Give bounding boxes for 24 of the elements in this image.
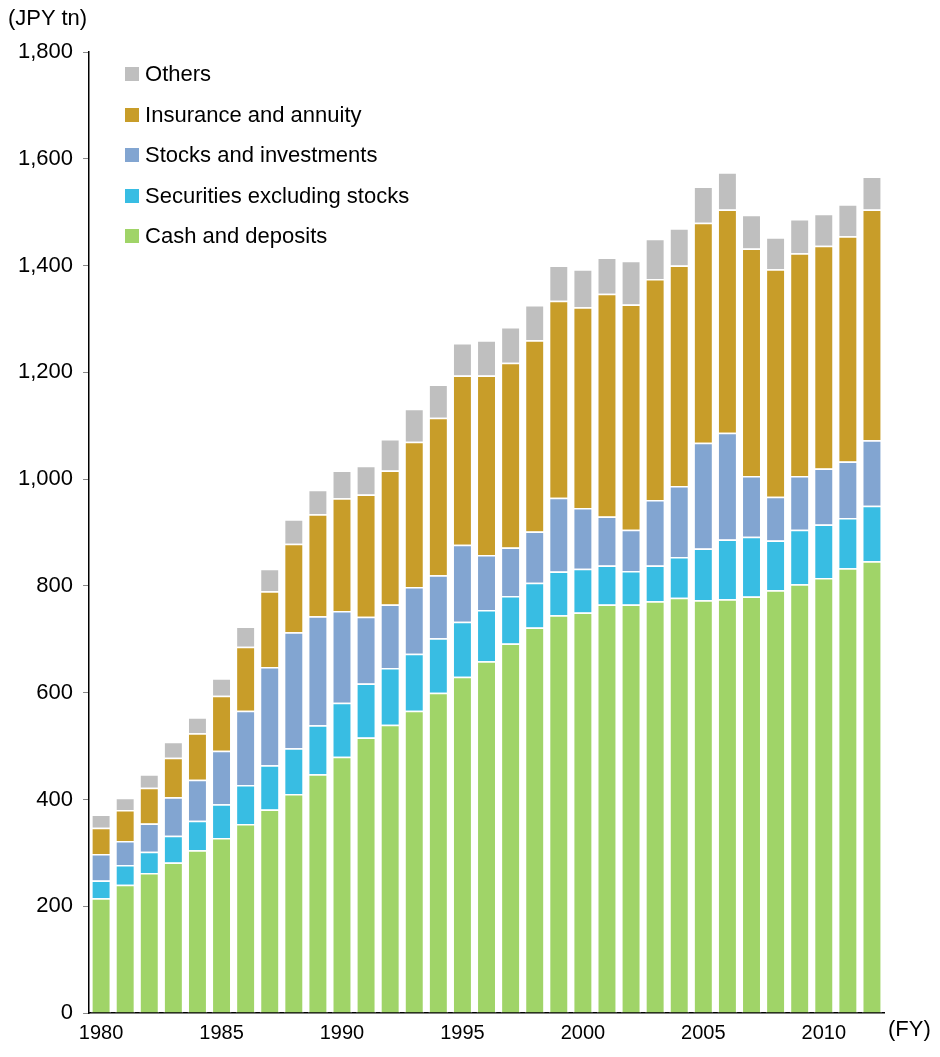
y-tick-label: 800 <box>36 571 74 597</box>
x-tick-label: 1995 <box>440 1020 485 1043</box>
y-tick-label: 1,400 <box>17 251 74 277</box>
x-axis-title: (FY) <box>888 1016 931 1042</box>
x-tick-label: 1990 <box>319 1020 365 1043</box>
legend-label: Securities excluding stocks <box>145 182 410 209</box>
y-tick-label: 400 <box>36 785 74 811</box>
x-tick-label: 1980 <box>78 1020 124 1043</box>
x-tick-label: 2010 <box>801 1020 847 1043</box>
y-tick-label: 1,800 <box>17 38 74 64</box>
legend-label: Cash and deposits <box>145 223 328 250</box>
y-tick-label: 1,600 <box>17 144 74 170</box>
x-tick-label: 2000 <box>560 1020 606 1043</box>
legend-label: Insurance and annuity <box>145 101 362 128</box>
y-axis-title: (JPY tn) <box>8 5 88 31</box>
legend-label: Others <box>145 61 212 88</box>
y-tick-label: 200 <box>36 892 74 918</box>
x-tick-label: 1985 <box>199 1020 244 1043</box>
y-tick-label: 1,000 <box>17 465 74 491</box>
y-tick-label: 1,200 <box>17 358 74 384</box>
legend-label: Stocks and investments <box>145 142 378 169</box>
y-tick-label: 0 <box>60 999 74 1025</box>
y-tick-label: 600 <box>36 678 74 704</box>
x-tick-label: 2005 <box>681 1020 726 1043</box>
